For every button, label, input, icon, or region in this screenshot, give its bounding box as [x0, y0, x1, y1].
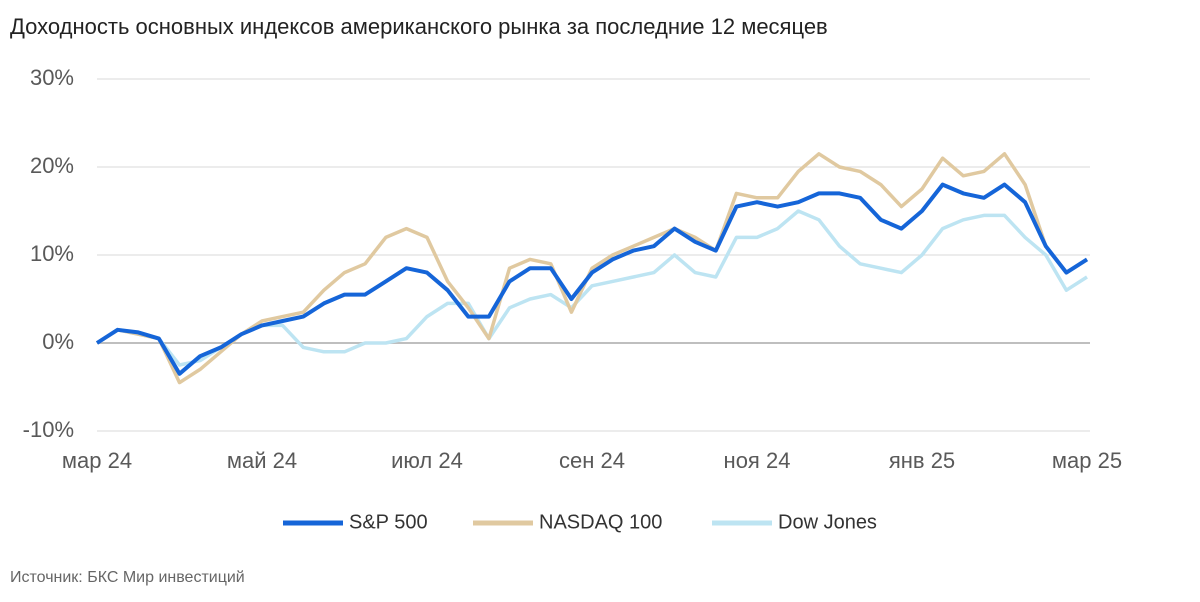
x-tick-label: сен 24 [559, 448, 625, 473]
x-tick-label: ноя 24 [724, 448, 791, 473]
x-tick-label: янв 25 [889, 448, 955, 473]
x-tick-label: мар 25 [1052, 448, 1122, 473]
chart-title: Доходность основных индексов американско… [10, 14, 828, 39]
series-line [96, 152, 1088, 385]
y-tick-label: 30% [30, 65, 74, 90]
series-line [95, 182, 1089, 376]
x-tick-label: мар 24 [62, 448, 132, 473]
legend-label: S&P 500 [349, 511, 428, 533]
legend-label: NASDAQ 100 [539, 511, 662, 533]
y-tick-label: 10% [30, 241, 74, 266]
y-tick-label: 0% [42, 329, 74, 354]
series-line [96, 209, 1088, 367]
x-tick-label: июл 24 [391, 448, 463, 473]
y-tick-label: 20% [30, 153, 74, 178]
source-note: Источник: БКС Мир инвестиций [10, 569, 245, 586]
x-tick-label: май 24 [227, 448, 297, 473]
legend-label: Dow Jones [778, 511, 877, 533]
y-tick-label: -10% [23, 417, 74, 442]
